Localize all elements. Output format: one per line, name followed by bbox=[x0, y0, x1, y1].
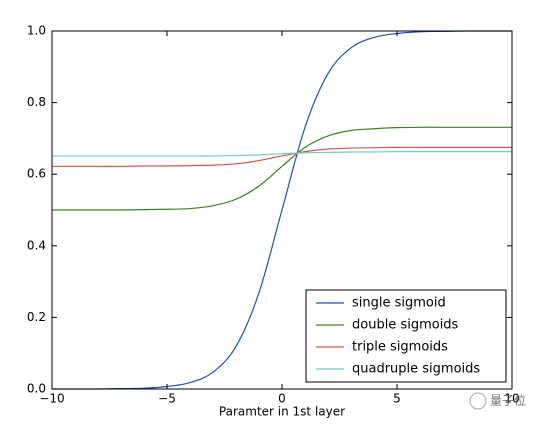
x-tick-label: −10 bbox=[39, 392, 64, 406]
x-tick-label: 0 bbox=[278, 392, 286, 406]
x-axis-label: Paramter in 1st layer bbox=[219, 405, 345, 419]
legend-box bbox=[305, 289, 507, 383]
series-line bbox=[51, 126, 512, 211]
y-tick-label: 0.6 bbox=[27, 167, 46, 181]
legend-label: quadruple sigmoids bbox=[352, 362, 480, 377]
y-tick-label: 0.0 bbox=[27, 382, 46, 396]
legend-label: triple sigmoids bbox=[352, 340, 448, 355]
legend: single sigmoid double sigmoids triple sigm… bbox=[305, 289, 507, 383]
x-tick-label: 10 bbox=[504, 392, 519, 406]
y-tick-label: 0.8 bbox=[27, 95, 46, 109]
x-tick-label: −5 bbox=[158, 392, 176, 406]
y-tick-label: 0.4 bbox=[27, 238, 46, 252]
legend-label: single sigmoid bbox=[352, 296, 446, 311]
watermark-icon bbox=[469, 392, 487, 410]
x-tick-label: 5 bbox=[393, 392, 401, 406]
watermark: 量子位 bbox=[469, 392, 526, 410]
series-line bbox=[52, 151, 512, 157]
legend-label: double sigmoids bbox=[352, 318, 459, 333]
watermark-text: 量子位 bbox=[490, 393, 526, 408]
series-line bbox=[52, 146, 512, 167]
y-tick-label: 0.2 bbox=[27, 310, 46, 324]
y-tick-label: 1.0 bbox=[27, 24, 46, 38]
